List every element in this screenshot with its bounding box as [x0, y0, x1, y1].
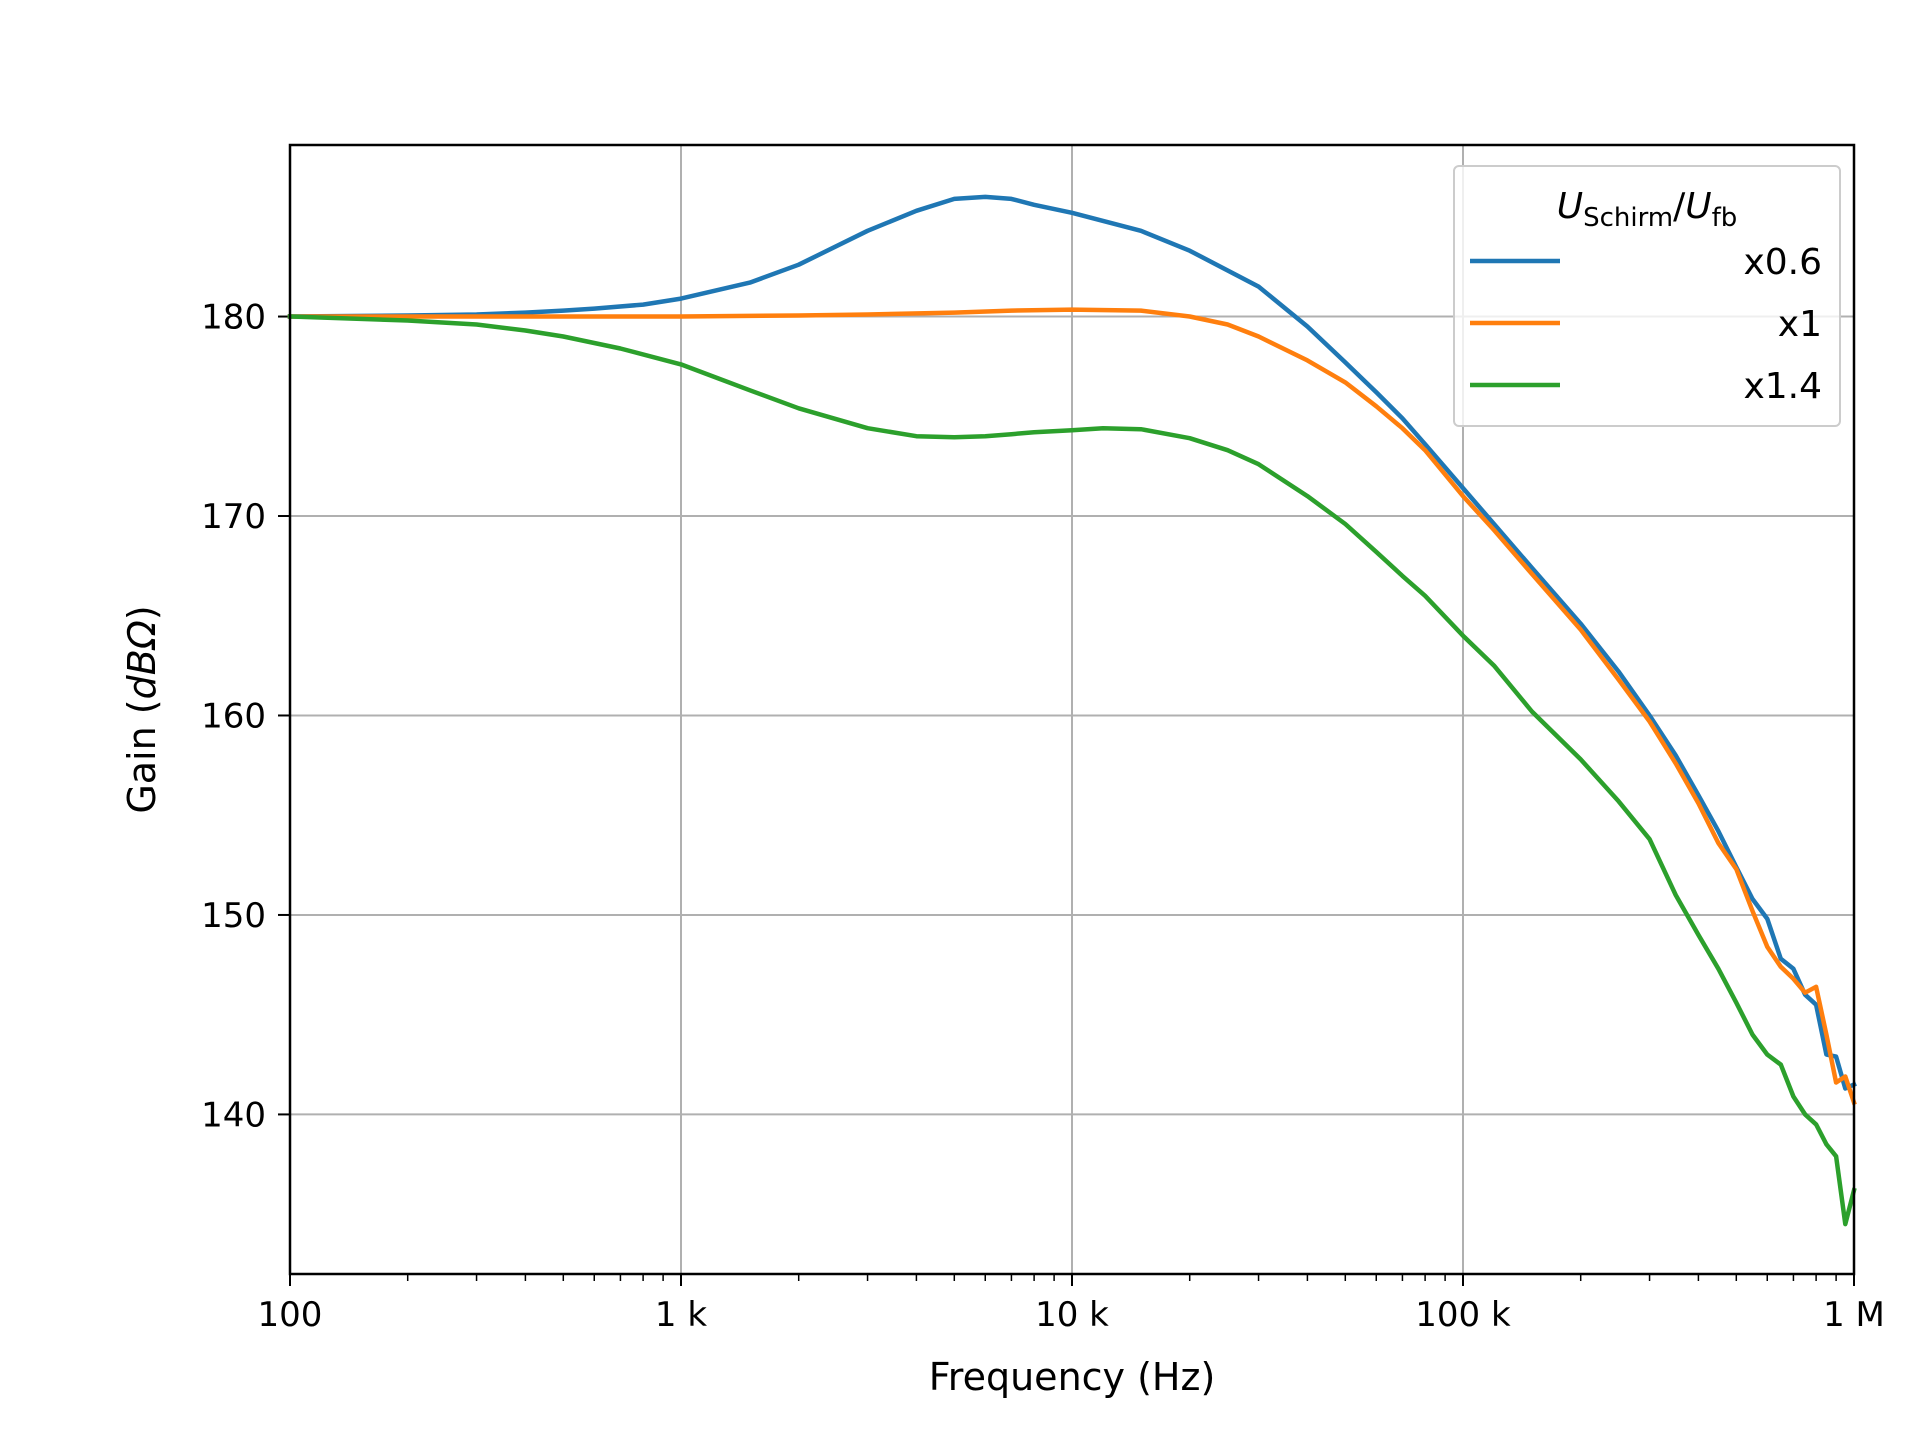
x-tick-label: 1 k: [655, 1295, 707, 1335]
y-tick-label: 140: [201, 1095, 266, 1135]
legend-label-2: x1: [1778, 304, 1822, 345]
y-tick-label: 170: [201, 497, 266, 537]
legend-title-sep: /: [1673, 186, 1686, 227]
y-tick-label: 150: [201, 896, 266, 936]
y-axis-label-suffix: ): [120, 605, 164, 620]
legend-title: USchirm/Ufb: [1557, 186, 1738, 233]
series-line-3: [287, 314, 1857, 1227]
legend-label-1: x0.6: [1743, 242, 1822, 283]
tick-labels: 100 1 k 10 k 100 k 1 M 140 150 160 170 180: [201, 298, 1885, 1335]
y-tick-label: 180: [201, 298, 266, 338]
legend-title-sub1: Schirm: [1583, 203, 1673, 233]
x-tick-label: 100 k: [1415, 1295, 1511, 1335]
x-tick-label: 10 k: [1035, 1295, 1109, 1335]
y-axis-label-unit: dBΩ: [120, 620, 164, 699]
x-tick-label: 1 M: [1823, 1295, 1885, 1335]
y-tick-label: 160: [201, 696, 266, 736]
x-tick-label: 100: [258, 1295, 323, 1335]
y-axis-label: Gain (dBΩ): [120, 605, 164, 813]
legend-title-sub2: fb: [1712, 203, 1738, 233]
plot-frame: [288, 143, 1856, 1276]
legend-title-u1: U: [1557, 186, 1583, 227]
legend-entries: x0.6 x1 x1.4: [1470, 242, 1822, 407]
major-ticks: [278, 315, 1855, 1286]
x-axis-label: Frequency (Hz): [929, 1355, 1216, 1399]
legend-title-u2: U: [1685, 186, 1711, 227]
minor-ticks: [406, 1274, 1837, 1281]
series-line-1: [287, 194, 1857, 1091]
y-axis-label-prefix: Gain (: [120, 699, 164, 813]
legend-label-3: x1.4: [1743, 366, 1822, 407]
series-lines: [287, 194, 1857, 1227]
series-line-2: [287, 307, 1857, 1106]
legend-box: [1453, 165, 1841, 427]
